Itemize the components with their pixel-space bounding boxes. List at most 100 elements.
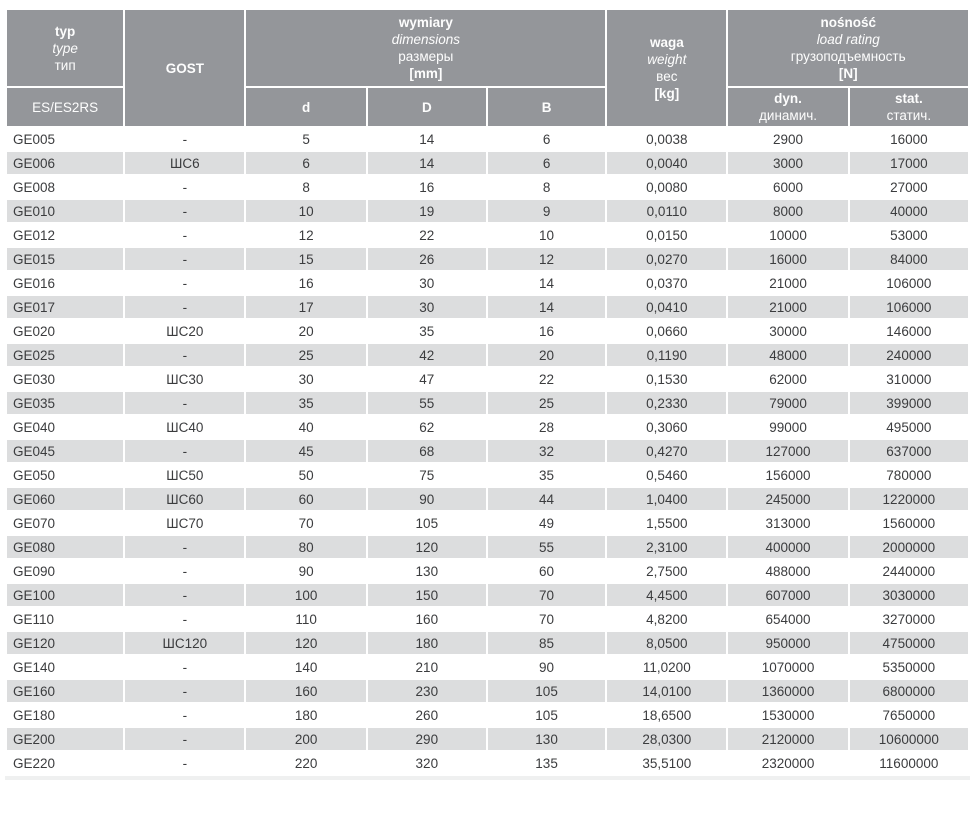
cell-type: GE016 bbox=[4, 270, 126, 296]
header-dimensions-ru: размеры bbox=[398, 49, 454, 64]
cell-D: 290 bbox=[365, 726, 488, 752]
cell-weight: 0,3060 bbox=[605, 414, 729, 440]
cell-dyn: 21000 bbox=[726, 270, 850, 296]
cell-stat: 2000000 bbox=[847, 534, 971, 560]
cell-type: GE012 bbox=[4, 222, 126, 248]
cell-d: 30 bbox=[244, 366, 368, 392]
cell-weight: 14,0100 bbox=[605, 678, 729, 704]
cell-D: 30 bbox=[365, 270, 488, 296]
cell-type: GE015 bbox=[4, 246, 126, 272]
cell-type: GE140 bbox=[4, 654, 126, 680]
header-load-en: load rating bbox=[816, 32, 880, 47]
cell-stat: 53000 bbox=[847, 222, 971, 248]
cell-D: 22 bbox=[365, 222, 488, 248]
subheader-static-ru: статич. bbox=[886, 108, 932, 123]
cell-type: GE080 bbox=[4, 534, 126, 560]
cell-D: 230 bbox=[365, 678, 488, 704]
cell-type: GE100 bbox=[4, 582, 126, 608]
cell-dyn: 488000 bbox=[726, 558, 850, 584]
table-row: GE050 ШС50 50 75 35 0,5460 156000 780000 bbox=[4, 462, 971, 488]
cell-dyn: 30000 bbox=[726, 318, 850, 344]
cell-type: GE017 bbox=[4, 294, 126, 320]
cell-D: 130 bbox=[365, 558, 488, 584]
cell-type: GE006 bbox=[4, 150, 126, 176]
cell-D: 210 bbox=[365, 654, 488, 680]
table-row: GE017 - 17 30 14 0,0410 21000 106000 bbox=[4, 294, 971, 320]
cell-d: 90 bbox=[244, 558, 368, 584]
cell-stat: 310000 bbox=[847, 366, 971, 392]
cell-B: 32 bbox=[485, 438, 608, 464]
cell-weight: 0,1530 bbox=[605, 366, 729, 392]
header-load-pl: nośność bbox=[820, 15, 876, 30]
cell-D: 19 bbox=[365, 198, 488, 224]
table-row: GE110 - 110 160 70 4,8200 654000 3270000 bbox=[4, 606, 971, 632]
cell-d: 140 bbox=[244, 654, 368, 680]
cell-gost: - bbox=[123, 606, 247, 632]
table-row: GE060 ШС60 60 90 44 1,0400 245000 122000… bbox=[4, 486, 971, 512]
cell-B: 44 bbox=[485, 486, 608, 512]
cell-gost: - bbox=[123, 342, 247, 368]
header-weight-pl: waga bbox=[649, 35, 684, 50]
cell-gost: - bbox=[123, 534, 247, 560]
subheader-B: B bbox=[485, 86, 608, 128]
cell-type: GE110 bbox=[4, 606, 126, 632]
cell-dyn: 313000 bbox=[726, 510, 850, 536]
bearing-spec-table: typ type тип GOST wymiary dimensions раз… bbox=[4, 8, 971, 776]
table-row: GE030 ШС30 30 47 22 0,1530 62000 310000 bbox=[4, 366, 971, 392]
cell-d: 16 bbox=[244, 270, 368, 296]
cell-d: 200 bbox=[244, 726, 368, 752]
cell-D: 14 bbox=[365, 126, 488, 152]
cell-type: GE090 bbox=[4, 558, 126, 584]
cell-d: 5 bbox=[244, 126, 368, 152]
header-type-pl: typ bbox=[54, 23, 76, 39]
cell-weight: 0,0150 bbox=[605, 222, 729, 248]
cell-d: 100 bbox=[244, 582, 368, 608]
table-row: GE070 ШС70 70 105 49 1,5500 313000 15600… bbox=[4, 510, 971, 536]
cell-stat: 84000 bbox=[847, 246, 971, 272]
table-row: GE006 ШС6 6 14 6 0,0040 3000 17000 bbox=[4, 150, 971, 176]
cell-weight: 8,0500 bbox=[605, 630, 729, 656]
cell-dyn: 8000 bbox=[726, 198, 850, 224]
cell-d: 180 bbox=[244, 702, 368, 728]
cell-weight: 0,0370 bbox=[605, 270, 729, 296]
cell-type: GE120 bbox=[4, 630, 126, 656]
cell-dyn: 99000 bbox=[726, 414, 850, 440]
cell-gost: - bbox=[123, 438, 247, 464]
cell-gost: ШС20 bbox=[123, 318, 247, 344]
cell-dyn: 16000 bbox=[726, 246, 850, 272]
cell-weight: 4,4500 bbox=[605, 582, 729, 608]
cell-D: 105 bbox=[365, 510, 488, 536]
cell-D: 30 bbox=[365, 294, 488, 320]
table-row: GE200 - 200 290 130 28,0300 2120000 1060… bbox=[4, 726, 971, 752]
cell-D: 47 bbox=[365, 366, 488, 392]
cell-stat: 11600000 bbox=[847, 750, 971, 776]
cell-B: 20 bbox=[485, 342, 608, 368]
cell-gost: - bbox=[123, 174, 247, 200]
cell-B: 60 bbox=[485, 558, 608, 584]
cell-gost: - bbox=[123, 702, 247, 728]
cell-B: 135 bbox=[485, 750, 608, 776]
cell-weight: 0,0080 bbox=[605, 174, 729, 200]
cell-weight: 2,3100 bbox=[605, 534, 729, 560]
header-row-sub: ES/ES2RS d D B dyn. динамич. stat. стати… bbox=[4, 86, 971, 128]
table-row: GE016 - 16 30 14 0,0370 21000 106000 bbox=[4, 270, 971, 296]
table-row: GE090 - 90 130 60 2,7500 488000 2440000 bbox=[4, 558, 971, 584]
cell-gost: - bbox=[123, 294, 247, 320]
cell-type: GE050 bbox=[4, 462, 126, 488]
cell-type: GE005 bbox=[4, 126, 126, 152]
subheader-dynamic-ru: динамич. bbox=[759, 108, 818, 123]
cell-type: GE060 bbox=[4, 486, 126, 512]
cell-type: GE220 bbox=[4, 750, 126, 776]
header-dimensions: wymiary dimensions размеры [mm] bbox=[244, 8, 608, 88]
cell-B: 130 bbox=[485, 726, 608, 752]
header-weight-en: weight bbox=[647, 52, 687, 67]
cell-weight: 1,5500 bbox=[605, 510, 729, 536]
next-row-clip bbox=[5, 776, 970, 780]
cell-dyn: 607000 bbox=[726, 582, 850, 608]
cell-d: 45 bbox=[244, 438, 368, 464]
cell-gost: - bbox=[123, 726, 247, 752]
cell-D: 75 bbox=[365, 462, 488, 488]
cell-gost: ШС50 bbox=[123, 462, 247, 488]
header-type-ru: тип bbox=[54, 57, 76, 73]
cell-gost: - bbox=[123, 270, 247, 296]
